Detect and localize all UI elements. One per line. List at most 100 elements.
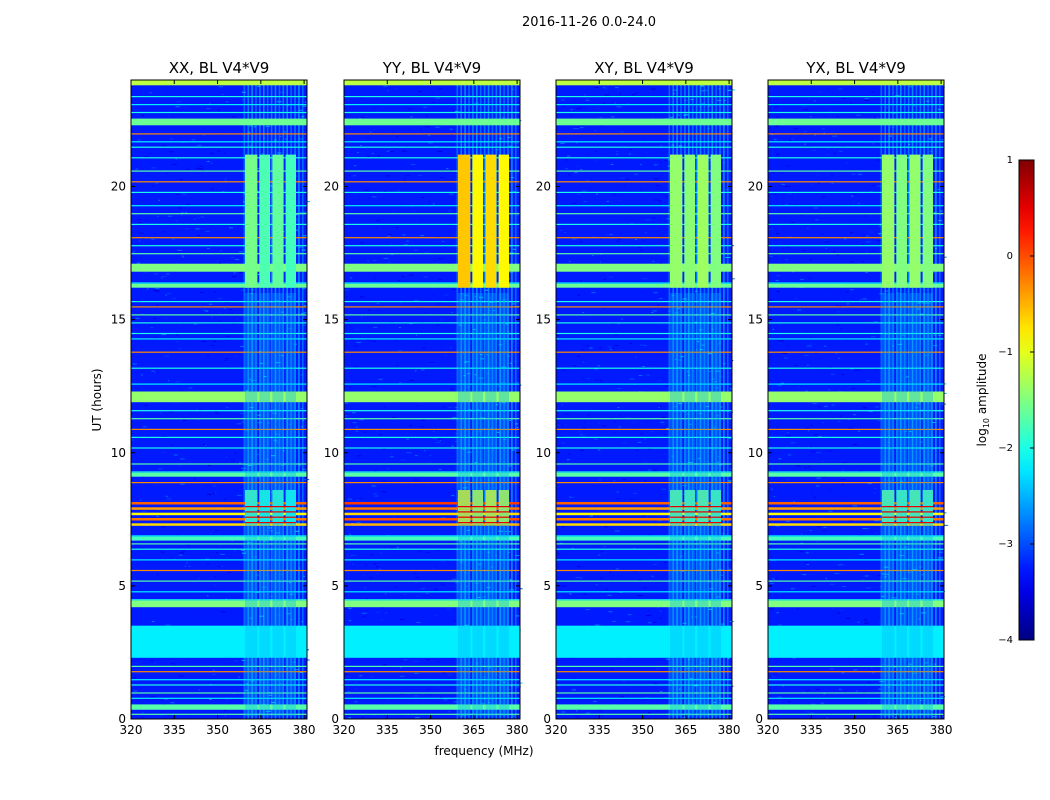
noise-cell <box>417 332 422 333</box>
noise-cell <box>380 207 385 208</box>
noise-cell <box>772 328 775 330</box>
noise-cell <box>508 695 510 697</box>
noise-cell <box>210 242 212 244</box>
noise-cell <box>234 452 237 454</box>
noise-cell <box>597 449 601 451</box>
rfi-band <box>556 263 732 272</box>
noise-cell <box>492 487 495 489</box>
noise-cell <box>137 219 141 220</box>
noise-cell <box>834 573 840 574</box>
rfi-block-column <box>909 154 921 288</box>
rfi-line <box>131 237 307 239</box>
noise-cell <box>804 143 806 145</box>
rfi-line <box>768 282 944 284</box>
noise-cell <box>894 717 897 718</box>
noise-cell <box>221 455 224 457</box>
noise-cell <box>707 582 712 584</box>
noise-cell <box>511 484 515 486</box>
noise-cell <box>793 128 798 130</box>
noise-cell <box>156 515 160 517</box>
rfi-line <box>768 181 944 183</box>
noise-cell <box>435 97 441 99</box>
rfi-line <box>768 253 944 255</box>
rfi-line <box>768 237 944 239</box>
noise-cell <box>837 311 840 313</box>
rfi-line <box>768 543 944 545</box>
noise-cell <box>199 292 205 293</box>
noise-cell <box>426 688 431 690</box>
noise-cell <box>597 439 600 441</box>
noise-cell <box>561 711 566 713</box>
noise-cell <box>290 422 295 424</box>
noise-cell <box>159 412 163 414</box>
noise-cell <box>877 575 881 577</box>
y-tick-label: 10 <box>111 446 126 460</box>
noise-cell <box>437 151 443 153</box>
noise-cell <box>433 589 438 591</box>
noise-cell <box>215 411 219 413</box>
noise-cell <box>861 691 867 693</box>
noise-cell <box>802 465 807 467</box>
noise-cell <box>451 495 455 497</box>
noise-cell <box>445 298 448 300</box>
noise-cell <box>426 126 430 128</box>
noise-cell <box>942 311 945 313</box>
noise-cell <box>287 296 292 298</box>
noise-cell <box>372 340 377 342</box>
noise-cell <box>629 309 634 310</box>
noise-cell <box>217 150 221 152</box>
noise-cell <box>604 526 608 528</box>
rfi-line <box>131 96 307 98</box>
noise-cell <box>618 323 620 325</box>
rfi-line <box>131 146 307 148</box>
noise-cell <box>693 702 695 704</box>
noise-cell <box>664 195 669 197</box>
noise-cell <box>864 575 869 577</box>
strong-rfi-line <box>768 518 944 521</box>
noise-cell <box>830 623 835 625</box>
rfi-line <box>768 306 944 308</box>
noise-cell <box>294 669 299 671</box>
noise-cell <box>371 485 376 487</box>
noise-cell <box>657 607 659 609</box>
noise-cell <box>223 152 225 154</box>
noise-cell <box>789 598 794 600</box>
noise-cell <box>796 427 801 429</box>
noise-cell <box>136 262 141 264</box>
noise-cell <box>360 116 365 118</box>
rfi-line <box>344 282 520 284</box>
noise-cell <box>617 454 619 456</box>
noise-cell <box>586 98 589 100</box>
noise-cell <box>778 88 781 89</box>
noise-cell <box>241 99 245 101</box>
noise-cell <box>435 442 441 443</box>
noise-cell <box>210 532 212 534</box>
colorbar-label: log10 amplitude <box>975 354 991 447</box>
rfi-line <box>556 133 732 135</box>
noise-cell <box>137 139 141 141</box>
noise-cell <box>225 715 227 717</box>
noise-cell <box>822 530 828 532</box>
noise-cell <box>225 178 227 179</box>
noise-cell <box>920 260 924 262</box>
noise-cell <box>387 234 392 236</box>
noise-cell <box>576 107 582 109</box>
noise-cell <box>407 108 412 110</box>
noise-cell <box>352 422 357 424</box>
noise-cell <box>854 663 860 665</box>
noise-cell <box>839 609 844 611</box>
noise-cell <box>824 345 827 347</box>
rfi-band <box>556 118 732 126</box>
rfi-band <box>556 283 732 288</box>
noise-cell <box>417 438 420 440</box>
rfi-band <box>131 263 307 272</box>
panel-frame <box>555 79 733 720</box>
y-tick-label: 20 <box>748 180 763 194</box>
noise-cell <box>832 135 837 137</box>
noise-cell <box>167 215 173 217</box>
noise-cell <box>581 190 587 192</box>
x-tick-label: 320 <box>120 723 143 737</box>
noise-cell <box>161 291 165 293</box>
noise-cell <box>866 528 869 530</box>
noise-cell <box>466 586 469 588</box>
